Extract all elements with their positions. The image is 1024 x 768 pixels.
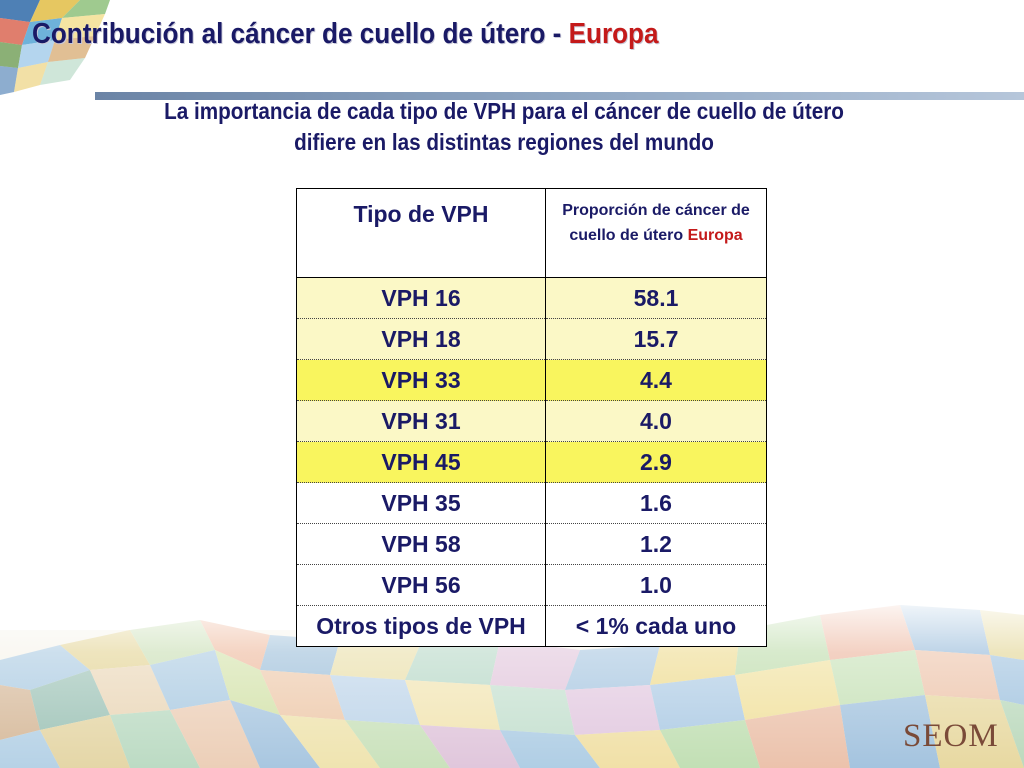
row-hpv-type: VPH 33	[296, 359, 546, 401]
table-row: VPH 18 15.7	[296, 318, 767, 360]
row-hpv-type: VPH 56	[296, 564, 546, 606]
hpv-type-table: Tipo de VPH Proporción de cáncer de cuel…	[296, 188, 767, 647]
row-hpv-type: VPH 16	[296, 277, 546, 319]
table-row: VPH 31 4.0	[296, 400, 767, 442]
table-row: VPH 35 1.6	[296, 482, 767, 524]
table-row: VPH 58 1.2	[296, 523, 767, 565]
row-proportion-value: < 1% cada uno	[545, 605, 767, 647]
title-divider	[95, 92, 1024, 100]
row-hpv-type: Otros tipos de VPH	[296, 605, 546, 647]
subtitle-line-1: La importancia de cada tipo de VPH para …	[164, 98, 844, 124]
header-proportion-accent: Europa	[687, 227, 743, 244]
header-hpv-type: Tipo de VPH	[296, 188, 546, 278]
subtitle-line-2: difiere en las distintas regiones del mu…	[294, 129, 714, 155]
mosaic-decoration-top	[0, 0, 110, 95]
row-proportion-value: 2.9	[545, 441, 767, 483]
table-row: VPH 45 2.9	[296, 441, 767, 483]
title-accent: Europa	[568, 18, 659, 50]
table-row: Otros tipos de VPH < 1% cada uno	[296, 605, 767, 647]
table-header-row: Tipo de VPH Proporción de cáncer de cuel…	[296, 188, 767, 278]
row-proportion-value: 1.0	[545, 564, 767, 606]
table-row: VPH 16 58.1	[296, 277, 767, 319]
row-hpv-type: VPH 31	[296, 400, 546, 442]
row-proportion-value: 1.2	[545, 523, 767, 565]
row-hpv-type: VPH 35	[296, 482, 546, 524]
row-proportion-value: 58.1	[545, 277, 767, 319]
header-proportion-line-2: cuello de útero Europa	[546, 223, 766, 248]
header-proportion-text: cuello de útero	[569, 227, 688, 244]
row-proportion-value: 15.7	[545, 318, 767, 360]
seom-logo: SEOM	[903, 718, 999, 754]
row-proportion-value: 1.6	[545, 482, 767, 524]
header-proportion: Proporción de cáncer de cuello de útero …	[545, 188, 767, 278]
row-proportion-value: 4.0	[545, 400, 767, 442]
mosaic-decoration-bottom	[0, 590, 1024, 768]
row-hpv-type: VPH 18	[296, 318, 546, 360]
table-row: VPH 33 4.4	[296, 359, 767, 401]
slide-title: Contribución al cáncer de cuello de úter…	[32, 18, 659, 51]
row-proportion-value: 4.4	[545, 359, 767, 401]
row-hpv-type: VPH 45	[296, 441, 546, 483]
row-hpv-type: VPH 58	[296, 523, 546, 565]
table-row: VPH 56 1.0	[296, 564, 767, 606]
header-proportion-line-1: Proporción de cáncer de	[562, 202, 750, 219]
slide-subtitle: La importancia de cada tipo de VPH para …	[50, 96, 957, 158]
title-prefix: Contribución al cáncer de cuello de úter…	[32, 18, 569, 50]
